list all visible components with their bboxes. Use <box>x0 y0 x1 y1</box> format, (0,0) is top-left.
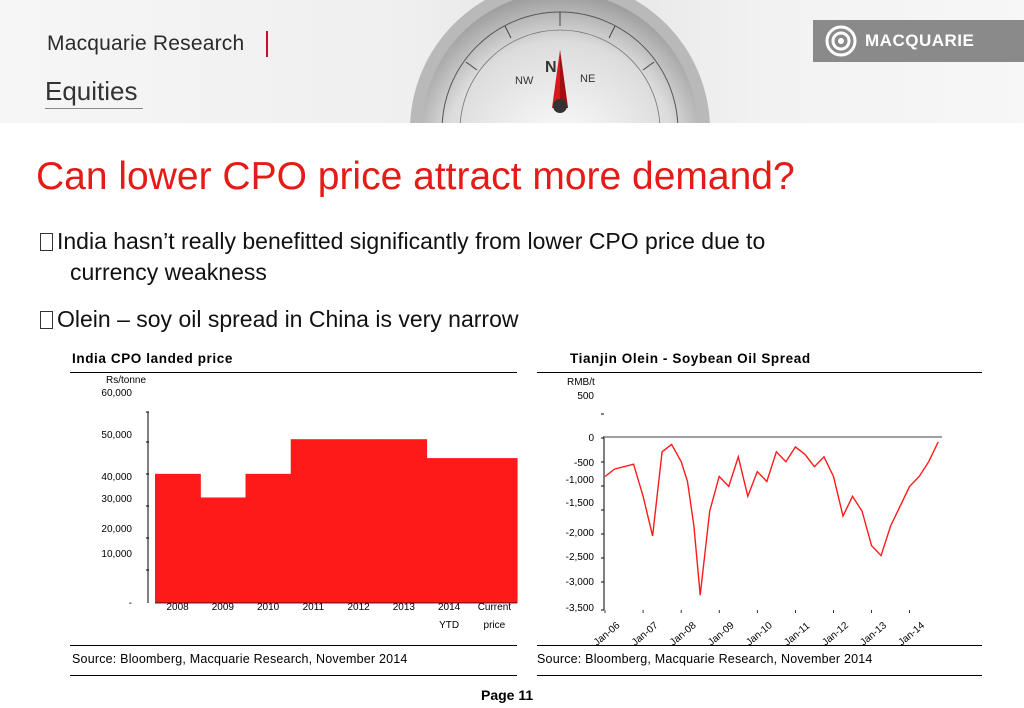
x-tick-label: 2009 <box>212 602 235 613</box>
y-tick-label: 30,000 <box>101 494 132 505</box>
bar <box>381 439 428 603</box>
bullet-marker-icon <box>40 233 53 251</box>
svg-text:NW: NW <box>515 75 534 87</box>
y-tick-label: 0 <box>588 433 594 444</box>
x-tick-label: YTD <box>439 620 459 631</box>
bullet-1-line-2: currency weakness <box>70 259 267 285</box>
y-tick-label: -1,000 <box>566 475 595 486</box>
left-bottom-rule <box>70 675 517 676</box>
compass-image: NE NW N <box>410 0 710 123</box>
bar <box>426 458 473 603</box>
y-tick-label: -2,500 <box>566 552 595 563</box>
logo-text: MACQUARIE <box>865 31 975 50</box>
right-chart-title: Tianjin Olein - Soybean Oil Spread <box>570 351 811 366</box>
bullet-1-line-1: India hasn’t really benefitted significa… <box>57 228 766 254</box>
bar <box>336 439 382 603</box>
division-name: Equities <box>45 76 138 106</box>
brand-divider <box>266 31 268 57</box>
india-cpo-bar-chart: Rs/tonne 60,000 50,000 40,000 30,000 20,000 10… <box>101 375 518 631</box>
logo-icon <box>825 25 857 57</box>
y-axis-unit-label: Rs/tonne <box>106 375 146 386</box>
y-tick-label: -1,500 <box>566 498 595 509</box>
y-tick-label: - <box>129 598 132 609</box>
right-bottom-rule <box>537 675 982 676</box>
y-tick-label: -3,000 <box>566 577 595 588</box>
y-tick-label: -3,500 <box>566 603 595 614</box>
y-tick-label: 500 <box>577 391 594 402</box>
left-chart-source: Source: Bloomberg, Macquarie Research, N… <box>72 652 408 666</box>
right-source-rule <box>537 645 982 646</box>
tianjin-spread-line-chart: RMB/t 500 0 -500 -1,000 -1,500 -2,000 -2,500 -3,… <box>566 377 942 648</box>
spread-series-line <box>604 441 939 596</box>
right-chart-source: Source: Bloomberg, Macquarie Research, N… <box>537 652 873 666</box>
bullet-1: India hasn’t really benefitted significa… <box>40 226 940 288</box>
left-source-rule <box>70 645 517 646</box>
y-axis-unit-label: RMB/t <box>567 377 595 388</box>
bar <box>290 439 337 603</box>
y-tick-label: -2,000 <box>566 528 595 539</box>
page-number: Page 11 <box>481 687 534 703</box>
y-tick-label: 20,000 <box>101 524 132 535</box>
x-tick-label: price <box>484 620 506 631</box>
x-tick-label: 2014 <box>438 602 461 613</box>
x-tick-label: Current <box>478 602 512 613</box>
bullet-2-text: Olein – soy oil spread in China is very … <box>57 306 519 332</box>
x-tick-label: 2010 <box>257 602 280 613</box>
y-tick-label: 50,000 <box>101 430 132 441</box>
y-tick-label: 60,000 <box>101 388 132 399</box>
bullet-marker-icon <box>40 311 53 329</box>
bullet-2: Olein – soy oil spread in China is very … <box>40 304 518 335</box>
left-chart-title: India CPO landed price <box>72 351 233 366</box>
x-tick-label: 2011 <box>303 602 325 613</box>
bar <box>155 473 201 603</box>
division-underline <box>45 108 143 109</box>
svg-text:N: N <box>545 59 557 76</box>
macquarie-logo: MACQUARIE <box>813 20 1024 62</box>
x-tick-label: 2013 <box>393 602 416 613</box>
brand-name: Macquarie Research <box>47 32 245 55</box>
bar <box>200 497 247 603</box>
x-tick-label: 2012 <box>348 602 371 613</box>
header-banner: NE NW N Macquarie Research Equities MACQ… <box>0 0 1024 123</box>
bar <box>471 458 518 603</box>
bar <box>245 473 292 603</box>
left-title-rule <box>70 372 517 373</box>
slide-title: Can lower CPO price attract more demand? <box>36 155 795 198</box>
svg-text:NE: NE <box>580 73 595 85</box>
y-tick-label: 40,000 <box>101 472 132 483</box>
y-tick-label: -500 <box>574 458 594 469</box>
x-tick-label: 2008 <box>167 602 190 613</box>
y-tick-label: 10,000 <box>101 549 132 560</box>
right-title-rule <box>537 372 982 373</box>
